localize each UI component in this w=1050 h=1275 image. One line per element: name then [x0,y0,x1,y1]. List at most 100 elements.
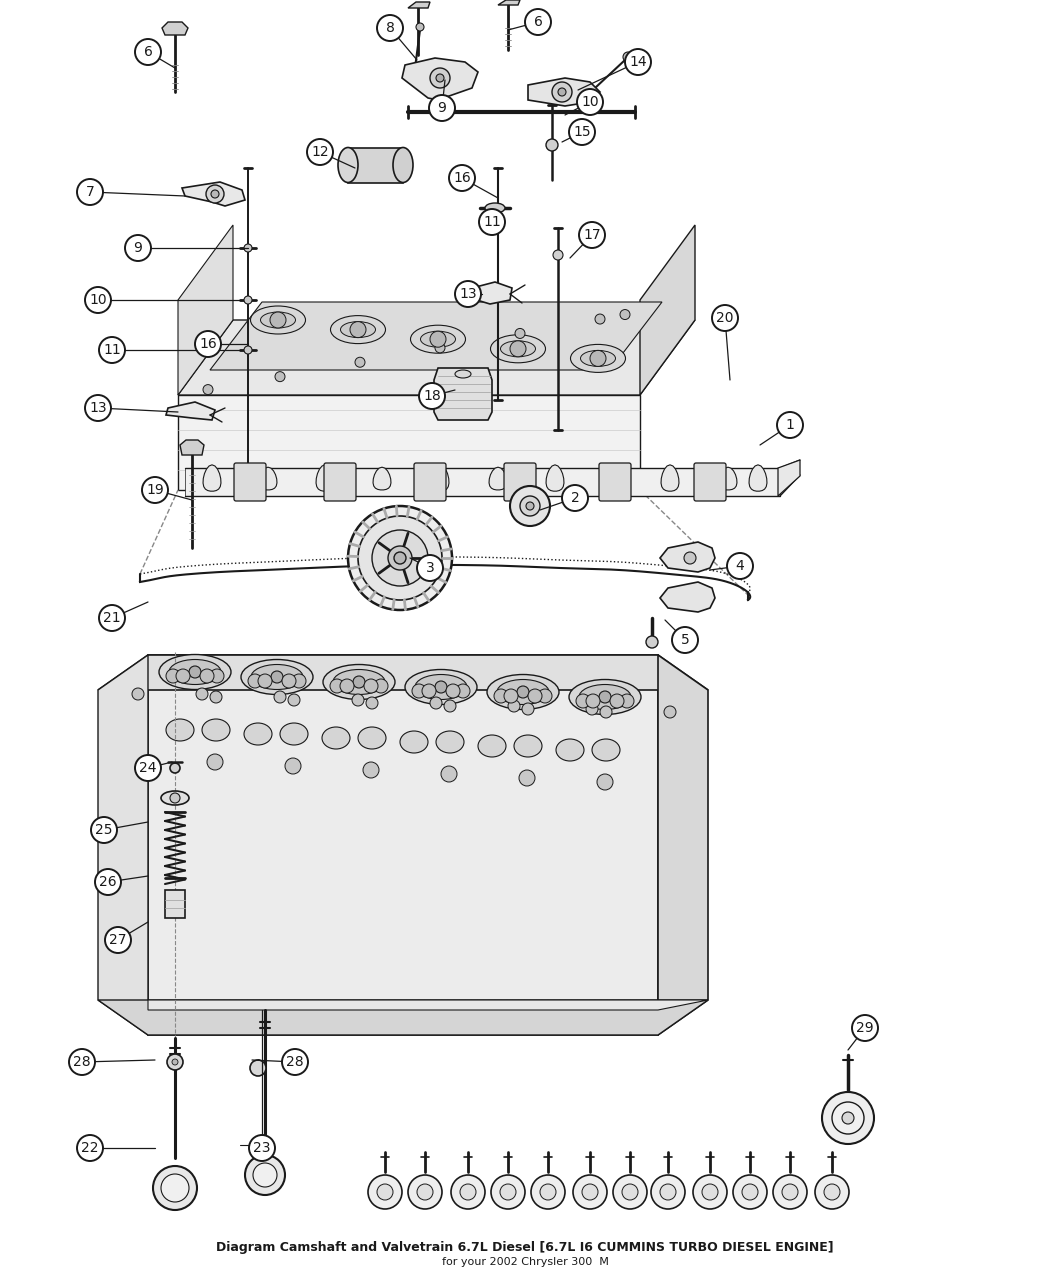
FancyBboxPatch shape [694,463,726,501]
Text: 4: 4 [736,558,744,572]
Circle shape [441,766,457,782]
Ellipse shape [251,664,303,690]
Circle shape [94,870,121,895]
Circle shape [377,15,403,41]
Circle shape [207,754,223,770]
Ellipse shape [242,659,313,695]
Circle shape [514,329,525,338]
Circle shape [452,1176,485,1209]
Circle shape [773,1176,807,1209]
Circle shape [620,310,630,320]
Polygon shape [489,467,507,490]
Ellipse shape [592,740,620,761]
Ellipse shape [411,325,465,353]
Text: 20: 20 [716,311,734,325]
Ellipse shape [569,680,640,714]
Circle shape [562,484,588,511]
Circle shape [348,506,452,609]
Text: 11: 11 [483,215,501,230]
Circle shape [455,280,481,307]
Ellipse shape [579,685,631,709]
Circle shape [684,552,696,564]
Circle shape [258,674,272,688]
Polygon shape [178,320,695,395]
Bar [185,468,780,496]
Ellipse shape [202,719,230,741]
Circle shape [600,706,612,718]
Circle shape [531,1176,565,1209]
Polygon shape [749,465,766,491]
Circle shape [519,770,536,785]
Circle shape [528,688,542,703]
Ellipse shape [420,332,456,347]
Circle shape [444,700,456,711]
Circle shape [170,762,180,773]
Circle shape [578,89,603,115]
Circle shape [777,412,803,439]
Circle shape [176,669,190,683]
Text: 29: 29 [856,1021,874,1035]
Polygon shape [166,402,215,419]
Circle shape [430,68,450,88]
Circle shape [538,688,552,703]
Circle shape [449,164,475,191]
Circle shape [504,688,518,703]
Circle shape [540,1184,557,1200]
Circle shape [211,190,219,198]
Circle shape [292,674,306,688]
Circle shape [672,627,698,653]
Text: 16: 16 [454,171,470,185]
Circle shape [546,139,558,150]
Text: 6: 6 [144,45,152,59]
Circle shape [210,691,222,703]
Ellipse shape [393,148,413,182]
Circle shape [161,1174,189,1202]
Circle shape [125,235,151,261]
Circle shape [195,332,220,357]
Circle shape [170,793,180,803]
Circle shape [832,1102,864,1133]
Polygon shape [259,467,277,490]
Circle shape [244,296,252,303]
Circle shape [245,1155,285,1195]
Circle shape [419,382,445,409]
Circle shape [422,683,436,697]
Circle shape [479,209,505,235]
Ellipse shape [570,344,626,372]
Circle shape [189,666,201,678]
Circle shape [491,1176,525,1209]
Circle shape [822,1091,874,1144]
Circle shape [510,486,550,527]
Polygon shape [719,467,737,490]
Ellipse shape [514,734,542,757]
Ellipse shape [485,203,505,213]
Text: 17: 17 [583,228,601,242]
Circle shape [552,82,572,102]
Text: 14: 14 [629,55,647,69]
Circle shape [620,694,634,708]
Circle shape [517,686,529,697]
Circle shape [366,697,378,709]
Polygon shape [498,0,520,5]
Text: 13: 13 [89,402,107,414]
Circle shape [430,697,442,709]
Ellipse shape [244,723,272,745]
Circle shape [733,1176,766,1209]
Polygon shape [178,224,233,395]
Circle shape [456,683,470,697]
Circle shape [852,1015,878,1040]
Circle shape [435,681,447,694]
Ellipse shape [556,740,584,761]
Circle shape [446,683,460,697]
Circle shape [77,179,103,205]
Circle shape [569,119,595,145]
Text: 9: 9 [133,241,143,255]
Polygon shape [432,465,449,491]
Circle shape [500,1184,516,1200]
Circle shape [416,23,424,31]
Circle shape [582,1184,598,1200]
Text: 28: 28 [74,1054,90,1068]
Circle shape [613,1176,647,1209]
Text: 2: 2 [570,491,580,505]
Text: 1: 1 [785,418,795,432]
